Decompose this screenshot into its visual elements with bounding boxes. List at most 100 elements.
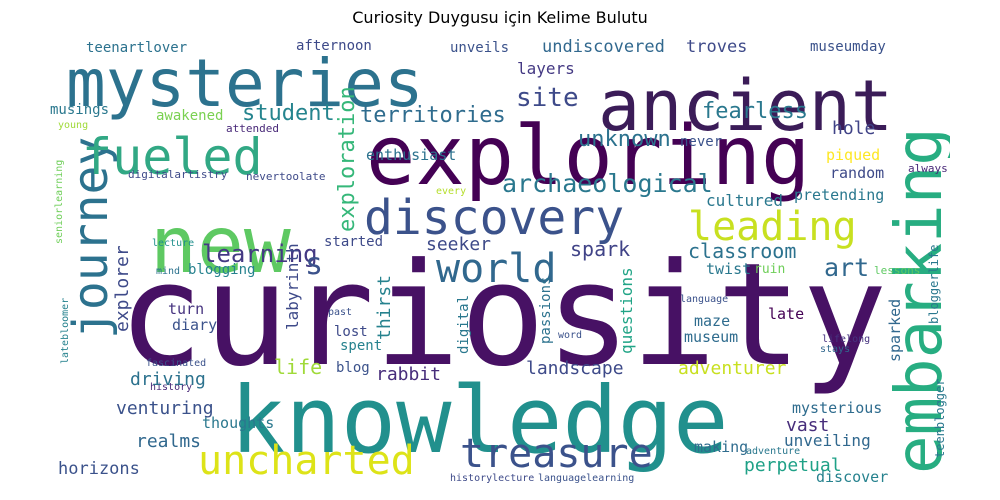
word-driving: driving bbox=[130, 369, 206, 390]
word-fascinated: fascinated bbox=[146, 358, 206, 369]
word-mysterious: mysterious bbox=[792, 399, 882, 417]
word-curiosity: curiosity bbox=[118, 233, 887, 398]
word-rabbit: rabbit bbox=[376, 364, 441, 385]
word-always: always bbox=[908, 162, 948, 175]
word-labyrinth: labyrinth bbox=[283, 243, 302, 330]
word-museum: museum bbox=[684, 328, 738, 346]
word-uncharted: uncharted bbox=[198, 438, 415, 484]
word-attended: attended bbox=[226, 122, 279, 135]
word-art: art bbox=[824, 253, 869, 282]
word-museumday: museumday bbox=[810, 39, 886, 55]
word-history: history bbox=[150, 382, 192, 393]
word-adventurer: adventurer bbox=[678, 358, 787, 379]
word-diary: diary bbox=[172, 316, 217, 334]
word-nevertoolate: nevertoolate bbox=[246, 170, 325, 183]
word-latebloomer: latebloomer bbox=[60, 298, 71, 364]
word-fueled: fueled bbox=[82, 128, 263, 186]
word-perpetual: perpetual bbox=[744, 455, 842, 476]
word-piqued: piqued bbox=[826, 146, 880, 164]
word-cultured: cultured bbox=[706, 191, 783, 210]
word-knowledge: knowledge bbox=[230, 367, 729, 474]
word-seeker: seeker bbox=[426, 234, 491, 255]
word-mind: mind bbox=[156, 266, 180, 277]
word-journey: journey bbox=[63, 137, 119, 339]
word-horizons: horizons bbox=[58, 459, 140, 479]
word-s: s bbox=[305, 247, 323, 282]
word-blog: blog bbox=[336, 360, 370, 376]
word-ruin: ruin bbox=[754, 262, 785, 277]
word-archaeological: archaeological bbox=[502, 169, 713, 198]
word-hole: hole bbox=[832, 118, 875, 139]
word-lifelong: lifelong bbox=[822, 334, 870, 345]
word-exploring: exploring bbox=[366, 109, 810, 204]
word-twist: twist bbox=[706, 260, 751, 278]
word-historylecture: historylecture bbox=[450, 473, 534, 484]
word-lost: lost bbox=[334, 324, 368, 340]
word-student: student bbox=[242, 101, 335, 126]
word-leading: leading bbox=[688, 204, 857, 250]
chart-title: Curiosity Duygusu için Kelime Bulutu bbox=[352, 8, 648, 27]
word-territories: territories bbox=[360, 103, 506, 128]
word-unveiling: unveiling bbox=[784, 431, 871, 450]
word-lessons: lessons bbox=[874, 264, 920, 277]
word-mysteries: mysteries bbox=[66, 45, 424, 122]
word-realms: realms bbox=[136, 431, 201, 452]
word-embarking: embarking bbox=[883, 127, 950, 474]
word-undiscovered: undiscovered bbox=[542, 37, 665, 57]
word-blogging: blogging bbox=[188, 262, 255, 278]
word-digitalartistry: digitalartistry bbox=[128, 168, 228, 181]
word-never: never bbox=[680, 134, 722, 150]
word-thoughts: thoughts bbox=[202, 414, 274, 432]
word-unveils: unveils bbox=[450, 40, 509, 56]
word-learning: learning bbox=[202, 240, 318, 268]
word-pretending: pretending bbox=[794, 186, 884, 204]
word-spent: spent bbox=[340, 338, 382, 354]
word-afternoon: afternoon bbox=[296, 38, 372, 54]
word-exploration: exploration bbox=[335, 86, 360, 232]
word-life: life bbox=[274, 355, 322, 379]
word-random: random bbox=[830, 164, 884, 182]
word-thirst: thirst bbox=[374, 275, 395, 340]
word-language: language bbox=[680, 294, 728, 305]
word-teenartlover: teenartlover bbox=[86, 40, 187, 56]
word-discovery: discovery bbox=[364, 190, 624, 246]
word-spark: spark bbox=[570, 237, 630, 261]
word-unknown: unknown bbox=[578, 127, 671, 152]
word-musings: musings bbox=[50, 102, 109, 118]
word-awakened: awakened bbox=[156, 108, 223, 124]
word-vast: vast bbox=[786, 415, 829, 436]
word-enthusiast: enthusiast bbox=[366, 146, 456, 164]
word-layers: layers bbox=[517, 59, 575, 78]
word-maze: maze bbox=[694, 312, 730, 330]
word-bloggerlife: bloggerlife bbox=[927, 245, 941, 324]
word-explorer: explorer bbox=[112, 245, 133, 332]
word-past: past bbox=[328, 307, 352, 318]
word-troves: troves bbox=[686, 37, 747, 57]
word-passions: passions bbox=[538, 277, 554, 344]
word-started: started bbox=[324, 234, 383, 250]
word-ancient: ancient bbox=[598, 65, 893, 147]
word-young: young bbox=[58, 120, 88, 131]
word-seniorlearning: seniorlearning bbox=[54, 160, 65, 244]
word-landscape: landscape bbox=[526, 358, 624, 379]
word-languagelearning: languagelearning bbox=[538, 473, 634, 484]
word-classroom: classroom bbox=[688, 239, 796, 263]
word-venturing: venturing bbox=[116, 398, 214, 419]
word-discover: discover bbox=[816, 468, 888, 485]
word-adventure: adventure bbox=[746, 446, 800, 457]
word-digital: digital bbox=[456, 295, 472, 354]
word-treasure: treasure bbox=[460, 431, 653, 477]
word-questions: questions bbox=[617, 267, 636, 354]
word-sparked: sparked bbox=[886, 299, 904, 362]
word-lecture: lecture bbox=[152, 238, 194, 249]
word-turn: turn bbox=[168, 300, 204, 318]
word-every: every bbox=[436, 186, 466, 197]
word-site: site bbox=[516, 83, 579, 113]
word-new: new bbox=[150, 201, 291, 291]
word-word: word bbox=[558, 330, 582, 341]
word-fearless: fearless bbox=[702, 99, 808, 124]
word-world: world bbox=[436, 246, 556, 292]
word-teenblogger: teenblogger bbox=[933, 379, 947, 458]
word-stays: stays bbox=[820, 344, 850, 355]
